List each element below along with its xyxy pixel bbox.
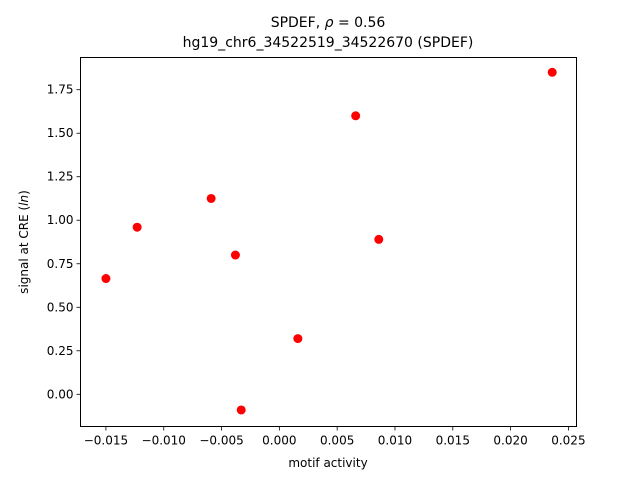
data-points [101,67,557,415]
y-tick-label: 1.50 [47,126,74,140]
x-axis-label: motif activity [288,456,367,470]
y-tick-label: 1.75 [47,83,74,97]
y-axis-label-suffix: ) [17,190,31,195]
x-tick-label: 0.025 [551,434,585,448]
plot-frame [80,57,577,427]
data-point [374,234,384,244]
y-tick-label: 0.25 [47,344,74,358]
data-point [293,334,303,344]
x-tick-label: 0.005 [320,434,354,448]
y-axis-label-prefix: signal at CRE ( [17,206,31,294]
y-tick-label: 1.25 [47,170,74,184]
data-point [206,193,216,203]
x-tick-label: 0.015 [436,434,470,448]
data-point [547,67,557,77]
data-point [101,274,111,284]
y-axis-label: signal at CRE (ln) [17,190,31,294]
x-tick-label: −0.015 [84,434,128,448]
x-tick-label: −0.010 [142,434,186,448]
data-point [132,222,142,232]
data-point [236,405,246,415]
x-axis: −0.015 −0.010 −0.005 0.000 0.005 0.010 0.015 0.… [84,426,586,448]
y-tick-label: 1.00 [47,213,74,227]
chart-subtitle: hg19_chr6_34522519_34522670 (SPDEF) [182,35,474,51]
y-tick-label: 0.75 [47,257,74,271]
data-point [351,111,361,121]
rho-value: = 0.56 [333,15,386,31]
rho-symbol: ρ [324,15,334,31]
x-tick-label: 0.010 [378,434,412,448]
data-point [230,250,240,260]
y-axis-label-italic: ln [17,195,31,206]
y-tick-label: 0.00 [47,387,74,401]
x-tick-label: 0.000 [262,434,296,448]
y-axis: 0.00 0.25 0.50 0.75 1.00 1.25 1.50 1.75 [47,83,81,401]
chart-title: SPDEF, ρ = 0.56 [80,15,576,31]
x-tick-label: 0.020 [493,434,527,448]
chart-title-prefix: SPDEF, [270,15,325,31]
x-tick-label: −0.005 [199,434,243,448]
y-tick-label: 0.50 [47,300,74,314]
